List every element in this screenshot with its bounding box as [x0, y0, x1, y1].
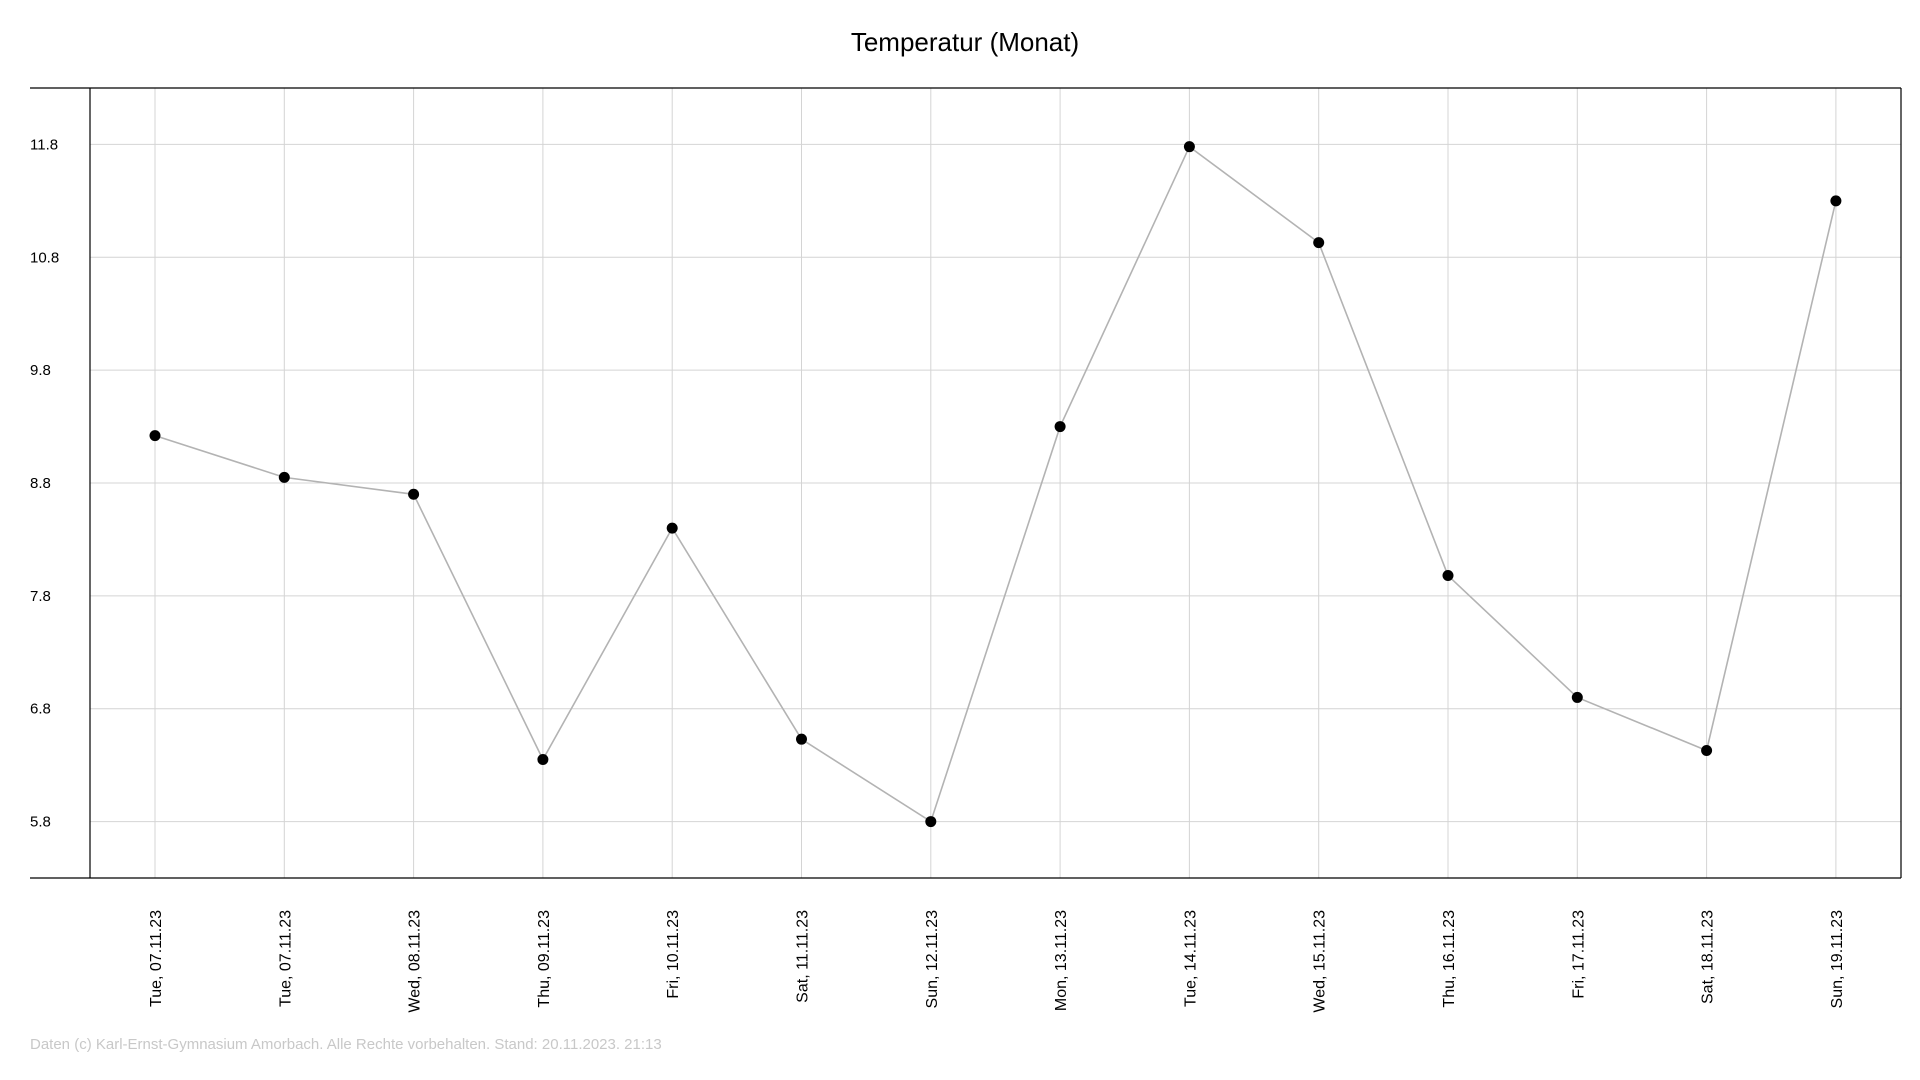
x-tick-label: Tue, 14.11.23 [1182, 910, 1199, 1007]
x-tick-label: Wed, 08.11.23 [407, 910, 424, 1013]
x-tick-label: Sat, 18.11.23 [1700, 910, 1717, 1004]
axes-layer [30, 87, 1902, 879]
x-tick-label: Thu, 09.11.23 [536, 910, 553, 1008]
y-tick-label: 5.8 [30, 814, 51, 831]
data-point [1313, 237, 1325, 249]
data-point [1442, 570, 1454, 582]
data-point [925, 816, 937, 828]
y-tick-label: 8.8 [30, 475, 51, 492]
data-point [149, 430, 161, 442]
x-tick-label: Wed, 15.11.23 [1312, 910, 1329, 1013]
data-point [796, 733, 807, 745]
y-tick-label: 10.8 [30, 249, 59, 266]
x-tick-label: Thu, 16.11.23 [1441, 910, 1458, 1008]
x-tick-label: Fri, 17.11.23 [1570, 910, 1587, 999]
series-layer [149, 141, 1842, 828]
data-point [1183, 141, 1195, 153]
y-tick-label: 9.8 [30, 362, 51, 379]
y-tick-label: 11.8 [30, 136, 58, 153]
x-tick-label: Tue, 07.11.23 [148, 910, 165, 1007]
data-point [1054, 421, 1066, 433]
x-tick-label: Mon, 13.11.23 [1053, 910, 1070, 1011]
data-point [278, 471, 290, 483]
copyright-footer: Daten (c) Karl-Ernst-Gymnasium Amorbach.… [30, 1036, 662, 1053]
chart-title: Temperatur (Monat) [851, 27, 1079, 57]
data-point [1830, 195, 1842, 207]
data-point [666, 522, 678, 534]
x-tick-label: Sat, 11.11.23 [795, 910, 812, 1003]
x-tick-label: Fri, 10.11.23 [665, 910, 682, 999]
data-point [408, 488, 420, 500]
x-tick-label: Tue, 07.11.23 [277, 910, 294, 1007]
series-line [154, 145, 1837, 823]
data-point [1571, 691, 1583, 703]
data-point [1701, 744, 1713, 756]
y-tick-labels: 5.8 6.8 7.8 8.8 9.8 10.8 11.8 [30, 136, 59, 830]
grid-layer [90, 88, 1901, 878]
x-tick-label: Sun, 12.11.23 [924, 910, 941, 1009]
x-tick-labels: Tue, 07.11.23 Tue, 07.11.23 Wed, 08.11.23 T… [148, 910, 1846, 1013]
x-tick-label: Sun, 19.11.23 [1829, 910, 1846, 1009]
y-tick-label: 7.8 [30, 588, 51, 605]
data-point [537, 754, 549, 765]
y-tick-label: 6.8 [30, 701, 51, 718]
